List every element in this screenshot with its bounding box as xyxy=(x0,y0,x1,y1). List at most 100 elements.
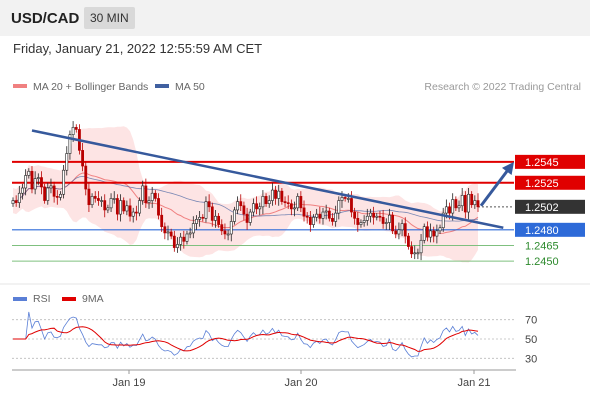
candle-body xyxy=(255,203,258,210)
candlestick-layer xyxy=(11,121,480,261)
candle-body xyxy=(274,189,277,199)
moving-average-layer xyxy=(12,172,479,234)
level-tag-1.2525 xyxy=(515,175,585,190)
rsi-tick-30: 30 xyxy=(525,353,537,365)
candle-body xyxy=(236,201,239,211)
candle-body xyxy=(112,198,116,200)
candle-body xyxy=(356,218,360,225)
candle-body xyxy=(100,200,103,202)
candle-body xyxy=(49,185,53,189)
candle-body xyxy=(296,196,300,209)
rsi-legend-label: RSI xyxy=(33,293,51,305)
candle-body xyxy=(62,169,66,195)
candle-body xyxy=(369,212,372,217)
timeframe-badge[interactable]: 30 MIN xyxy=(84,7,135,29)
candle-body xyxy=(163,226,167,234)
level-tag-1.2545 xyxy=(515,154,585,169)
candle-body xyxy=(195,219,198,224)
down-trendline xyxy=(31,129,504,229)
candle-body xyxy=(460,195,464,207)
candle-body xyxy=(210,206,214,221)
candle-body xyxy=(119,200,122,215)
candle-body xyxy=(438,227,442,232)
candle-body xyxy=(432,230,436,237)
candle-body xyxy=(261,196,265,208)
rsi-ma-line xyxy=(13,326,479,352)
candle-body xyxy=(372,212,376,218)
candle-body xyxy=(331,218,334,222)
candle-body xyxy=(226,233,230,236)
candle-body xyxy=(457,205,461,209)
candle-body xyxy=(239,201,243,207)
rsi-tick-50: 50 xyxy=(525,334,537,346)
candle-body xyxy=(277,190,281,199)
level-label-1.2465: 1.2465 xyxy=(525,241,559,253)
x-tick-label: Jan 20 xyxy=(284,377,317,389)
rsi-line xyxy=(13,311,479,358)
candle-body xyxy=(473,200,477,206)
ma50-legend-label: MA 50 xyxy=(175,81,205,93)
candle-body xyxy=(343,197,347,199)
candle-body xyxy=(293,207,296,210)
candle-body xyxy=(315,213,319,218)
price-level-layer xyxy=(12,160,514,262)
x-axis-labels: Jan 19 Jan 20 Jan 21 xyxy=(112,370,491,389)
candle-body xyxy=(350,198,353,213)
candle-body xyxy=(125,205,129,212)
candle-body xyxy=(198,216,202,220)
candle-body xyxy=(248,211,252,223)
candle-body xyxy=(97,198,100,201)
candle-body xyxy=(463,195,467,213)
candle-body xyxy=(359,222,363,225)
ma20-legend-label: MA 20 + Bollinger Bands xyxy=(33,81,148,93)
level-tag-1.2502 xyxy=(515,199,585,214)
candle-body xyxy=(305,215,309,218)
candle-body xyxy=(413,252,417,255)
ma50-legend-swatch xyxy=(155,84,169,88)
candle-body xyxy=(252,203,255,213)
candle-body xyxy=(17,192,21,203)
rsi-ma-legend-swatch xyxy=(62,297,76,301)
candle-body xyxy=(416,252,420,255)
candle-body xyxy=(245,213,249,223)
candle-body xyxy=(153,192,157,199)
candle-body xyxy=(242,205,246,215)
candle-body xyxy=(182,236,186,242)
candle-body xyxy=(157,198,160,216)
candle-body xyxy=(43,186,47,201)
candle-body xyxy=(84,165,88,190)
candle-body xyxy=(52,185,56,197)
candle-body xyxy=(131,211,135,217)
ma20-line xyxy=(12,172,479,234)
level-label-1.2525: 1.2525 xyxy=(525,178,559,190)
candle-body xyxy=(454,199,458,209)
candle-body xyxy=(346,198,350,200)
candle-body xyxy=(321,211,325,219)
rsi-layer: 70 50 30 xyxy=(12,311,537,365)
candle-body xyxy=(425,226,429,238)
candle-body xyxy=(267,200,271,204)
candle-body xyxy=(441,212,445,229)
candle-body xyxy=(318,213,322,219)
candle-body xyxy=(353,211,357,219)
rsi-legend: RSI 9MA xyxy=(13,293,104,305)
candle-body xyxy=(324,210,328,213)
candle-body xyxy=(188,232,192,235)
candle-body xyxy=(217,215,221,225)
candle-body xyxy=(46,187,50,201)
x-tick-label: Jan 21 xyxy=(457,377,490,389)
candle-body xyxy=(144,185,148,203)
projection-arrow-head xyxy=(501,161,514,176)
candle-body xyxy=(220,224,224,232)
candle-body xyxy=(103,200,107,211)
candle-body xyxy=(280,190,284,202)
price-label-layer: 1.2545 1.2525 1.2502 1.2480 1.2465 1.2450 xyxy=(515,154,585,268)
candle-body xyxy=(229,221,233,235)
candle-body xyxy=(138,200,141,214)
candle-body xyxy=(429,230,432,238)
ma50-line xyxy=(12,175,479,222)
candle-body xyxy=(204,201,208,219)
x-tick-label: Jan 19 xyxy=(112,377,145,389)
level-label-1.2502: 1.2502 xyxy=(525,202,559,214)
